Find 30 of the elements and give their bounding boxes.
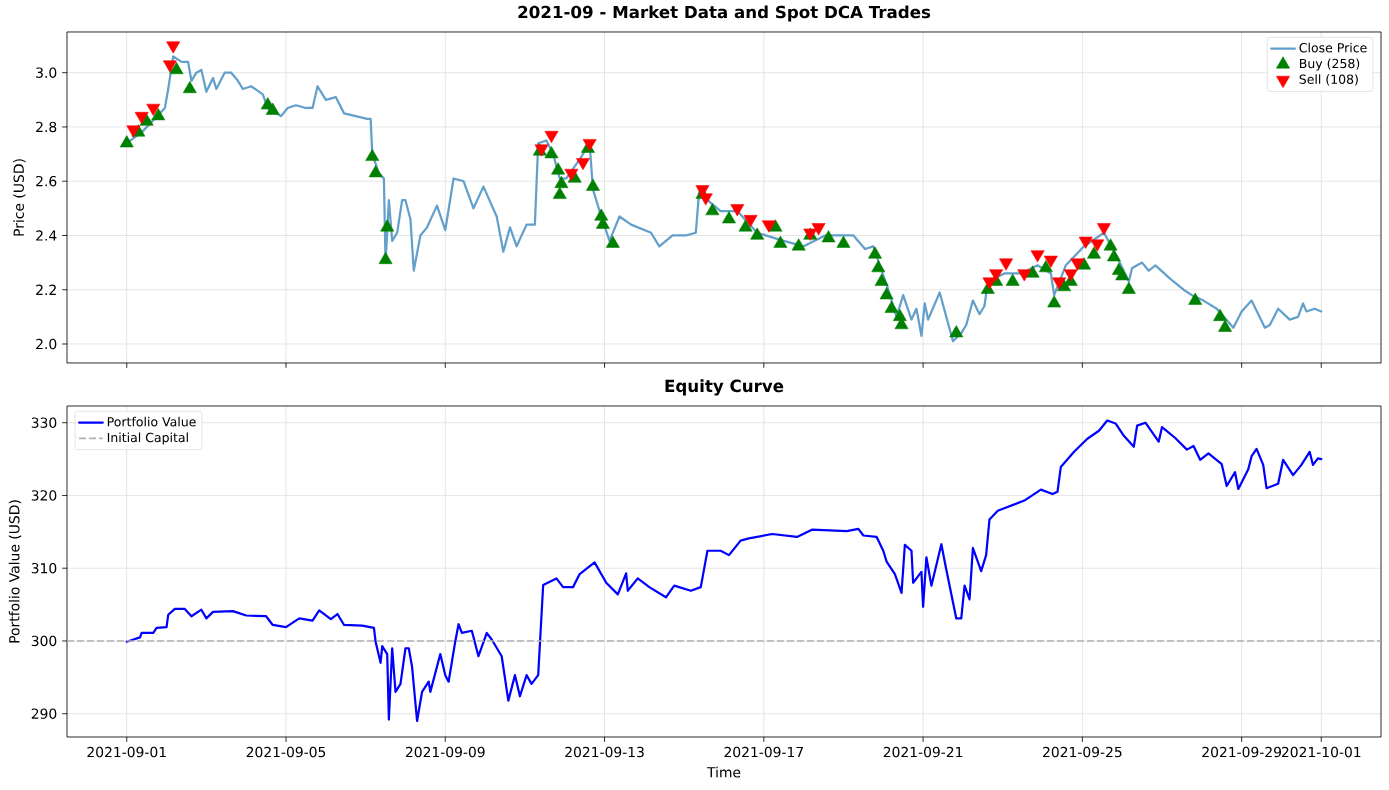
legend-label: Sell (108) bbox=[1299, 74, 1358, 86]
legend-label: Portfolio Value bbox=[107, 416, 196, 427]
x-tick-label: 2021-09-05 bbox=[246, 746, 326, 758]
x-tick-label: 2021-10-01 bbox=[1281, 746, 1361, 758]
y-tick-label: 300 bbox=[31, 635, 57, 647]
x-tick-label: 2021-09-25 bbox=[1043, 746, 1122, 758]
y-tick-label: 330 bbox=[31, 417, 57, 428]
legend-label: Buy (258) bbox=[1300, 58, 1360, 71]
y-axis-title: Portfolio Value (USD) bbox=[8, 500, 22, 643]
y-tick-label: 2.8 bbox=[36, 121, 57, 133]
y-tick-label: 2.6 bbox=[36, 175, 57, 187]
y-tick-label: 310 bbox=[31, 562, 57, 574]
y-tick-label: 2.2 bbox=[36, 284, 56, 295]
x-tick-label: 2021-09-01 bbox=[87, 746, 166, 758]
y-tick-label: 320 bbox=[31, 490, 57, 501]
chart-title: 2021-09 - Market Data and Spot DCA Trades bbox=[518, 5, 931, 22]
x-axis-title: Time bbox=[706, 766, 741, 778]
legend-label: Close Price bbox=[1299, 42, 1367, 53]
x-tick-label: 2021-09-09 bbox=[405, 746, 485, 758]
x-tick-label: 2021-09-17 bbox=[724, 746, 803, 758]
y-tick-label: 3.0 bbox=[36, 67, 57, 78]
y-tick-label: 2.4 bbox=[36, 230, 57, 241]
y-tick-label: 2.0 bbox=[36, 338, 57, 350]
y-axis-title: Price (USD) bbox=[13, 159, 26, 236]
x-tick-label: 2021-09-29 bbox=[1202, 746, 1282, 758]
chart-title: Equity Curve bbox=[665, 379, 784, 396]
x-tick-label: 2021-09-13 bbox=[565, 746, 644, 758]
y-tick-label: 290 bbox=[31, 708, 57, 719]
legend-label: Initial Capital bbox=[107, 432, 188, 445]
x-tick-label: 2021-09-21 bbox=[883, 746, 963, 758]
